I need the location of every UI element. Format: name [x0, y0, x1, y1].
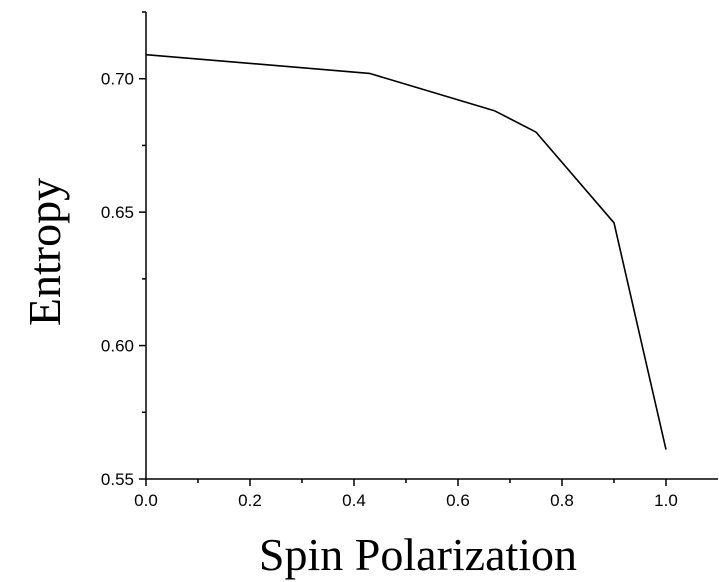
- x-tick-label: 0.2: [238, 491, 262, 510]
- y-tick-label: 0.70: [101, 70, 134, 89]
- x-tick-label: 0.4: [342, 491, 366, 510]
- x-axis-title: Spin Polarization: [259, 529, 577, 580]
- x-tick-label: 0.0: [134, 491, 158, 510]
- y-tick-label: 0.65: [101, 203, 134, 222]
- x-tick-label: 1.0: [654, 491, 678, 510]
- y-tick-label: 0.55: [101, 470, 134, 489]
- y-axis-ticks: 0.55 0.60 0.65 0.70: [101, 11, 146, 489]
- y-tick-label: 0.60: [101, 337, 134, 356]
- axes: [145, 12, 718, 480]
- series-line: [145, 53, 667, 450]
- plot-area: [145, 53, 667, 450]
- y-axis-title: Entropy: [19, 178, 70, 326]
- x-tick-label: 0.6: [446, 491, 470, 510]
- x-axis-ticks: 0.0 0.2 0.4 0.6 0.8 1.0: [134, 479, 678, 510]
- x-tick-label: 0.8: [550, 491, 574, 510]
